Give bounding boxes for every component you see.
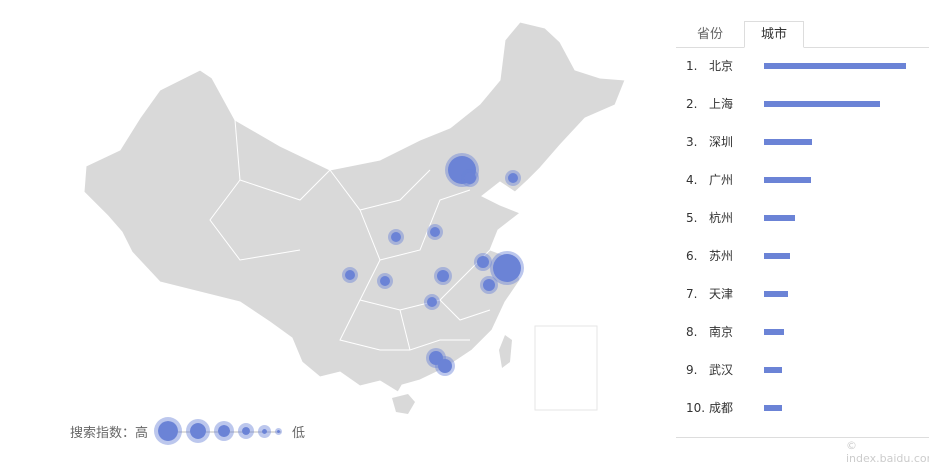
rank-number: 6. [686, 249, 698, 263]
taiwan-island [499, 335, 512, 368]
city-name: 上海 [709, 97, 734, 111]
ranking-panel: 省份 城市 1. 北京 2. 上海 3. 深圳 4. 广州 5. 杭州 6. 苏州 7. 天津 8. 南京 9.… [676, 0, 929, 465]
city-bubble[interactable] [477, 256, 489, 268]
index-bar [764, 177, 811, 183]
rank-number: 4. [686, 173, 698, 187]
tab-bar: 省份 城市 [676, 21, 929, 48]
china-map [83, 21, 626, 414]
ranking-row[interactable]: 9. 武汉 [676, 360, 929, 380]
index-bar [764, 101, 881, 107]
legend-dot [186, 419, 211, 443]
city-bubble[interactable] [464, 172, 476, 184]
index-bar [764, 215, 796, 221]
index-bar [764, 329, 784, 335]
ranking-row[interactable]: 8. 南京 [676, 322, 929, 342]
city-name: 杭州 [709, 211, 734, 225]
city-bubble[interactable] [345, 270, 355, 280]
index-bar [764, 139, 813, 145]
city-name: 北京 [709, 59, 734, 73]
rank-number: 9. [686, 363, 698, 377]
legend-dot [154, 417, 183, 445]
divider [676, 437, 929, 438]
rank-number: 3. [686, 135, 698, 149]
ranking-row[interactable]: 7. 天津 [676, 284, 929, 304]
china-mainland [83, 21, 626, 393]
index-bar [764, 405, 783, 411]
city-bubble[interactable] [427, 297, 437, 307]
city-bubble[interactable] [430, 227, 440, 237]
ranking-row[interactable]: 5. 杭州 [676, 208, 929, 228]
hainan-island [392, 394, 415, 414]
legend-low: 低 [292, 425, 306, 441]
legend-dot [275, 427, 283, 435]
city-name: 天津 [709, 287, 734, 301]
legend-dot [258, 424, 272, 438]
index-bar [764, 291, 789, 297]
city-bubble[interactable] [438, 359, 452, 373]
legend-label: 搜索指数：高 [70, 425, 149, 441]
city-name: 成都 [709, 401, 734, 415]
city-name: 南京 [709, 325, 734, 339]
ranking-row[interactable]: 4. 广州 [676, 170, 929, 190]
index-bar [764, 253, 790, 259]
city-bubble[interactable] [380, 276, 390, 286]
legend-scale [154, 417, 286, 445]
map-legend: 搜索指数：高 低 [70, 417, 306, 445]
rank-number: 5. [686, 211, 698, 225]
city-bubble[interactable] [493, 254, 521, 282]
ranking-row[interactable]: 1. 北京 [676, 56, 929, 76]
ranking-row[interactable]: 2. 上海 [676, 94, 929, 114]
city-name: 苏州 [709, 249, 734, 263]
rank-number: 7. [686, 287, 698, 301]
ranking-row[interactable]: 10. 成都 [676, 398, 929, 418]
legend-dot [214, 421, 235, 441]
index-bar [764, 367, 783, 373]
rank-number: 10. [686, 401, 706, 415]
index-bar [764, 63, 906, 69]
rank-number: 1. [686, 59, 698, 73]
city-bubble[interactable] [437, 270, 449, 282]
city-bubble[interactable] [391, 232, 401, 242]
tab-province[interactable]: 省份 [696, 27, 723, 42]
south-china-sea-inset [534, 325, 598, 411]
city-name: 深圳 [709, 135, 734, 149]
bubble-layer [342, 153, 524, 376]
ranking-row[interactable]: 6. 苏州 [676, 246, 929, 266]
city-bubble[interactable] [429, 351, 443, 365]
rank-number: 8. [686, 325, 698, 339]
watermark: © index.baidu.com [846, 439, 929, 465]
city-name: 广州 [709, 173, 734, 187]
city-bubble[interactable] [483, 279, 495, 291]
legend-dot [238, 423, 255, 439]
tab-city[interactable]: 城市 [744, 21, 804, 48]
ranking-row[interactable]: 3. 深圳 [676, 132, 929, 152]
city-bubble[interactable] [508, 173, 518, 183]
rank-number: 2. [686, 97, 698, 111]
city-name: 武汉 [709, 363, 734, 377]
